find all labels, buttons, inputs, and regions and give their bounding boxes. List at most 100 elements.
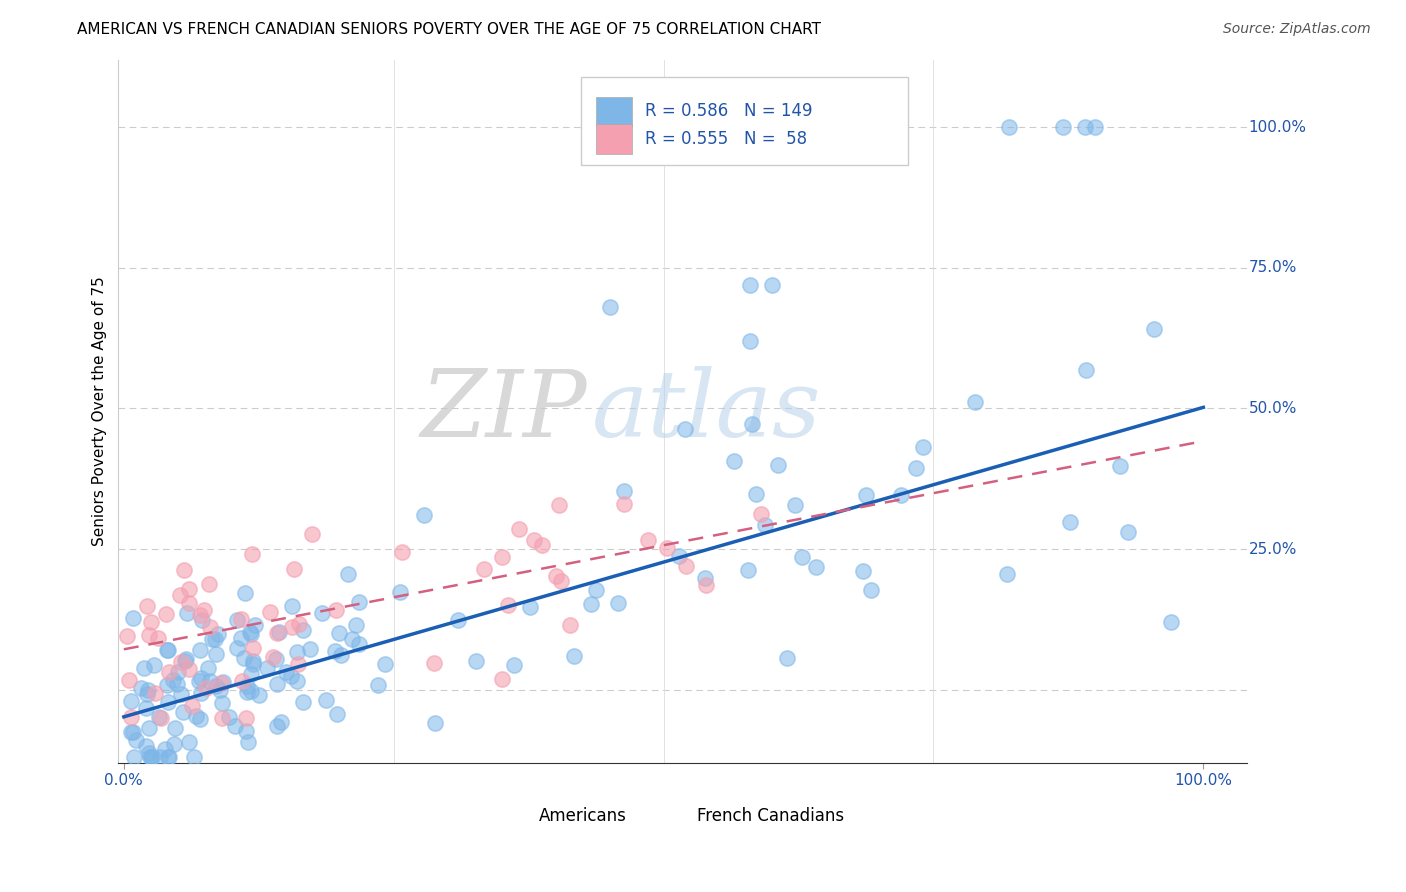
Point xyxy=(170,655,193,669)
Point xyxy=(776,651,799,665)
Point xyxy=(209,683,232,698)
Point xyxy=(135,701,157,715)
Point xyxy=(190,686,212,700)
Point xyxy=(169,687,191,701)
Point xyxy=(423,657,446,671)
Point xyxy=(599,300,621,314)
Point xyxy=(226,640,249,655)
Text: 100.0%: 100.0% xyxy=(1249,120,1306,135)
Point xyxy=(232,651,254,665)
Point xyxy=(1059,516,1081,530)
Point xyxy=(328,625,350,640)
Point xyxy=(315,692,337,706)
Point xyxy=(562,648,585,663)
Point xyxy=(1073,120,1095,135)
Point xyxy=(695,578,717,592)
Point xyxy=(157,750,180,764)
Point xyxy=(139,750,162,764)
Point xyxy=(391,544,413,558)
Point xyxy=(197,661,219,675)
Point xyxy=(157,695,180,709)
Point xyxy=(558,618,581,632)
Text: ZIP: ZIP xyxy=(420,367,586,457)
Point xyxy=(326,706,349,721)
Y-axis label: Seniors Poverty Over the Age of 75: Seniors Poverty Over the Age of 75 xyxy=(93,277,107,546)
Text: AMERICAN VS FRENCH CANADIAN SENIORS POVERTY OVER THE AGE OF 75 CORRELATION CHART: AMERICAN VS FRENCH CANADIAN SENIORS POVE… xyxy=(77,22,821,37)
Point xyxy=(474,561,496,575)
Point xyxy=(693,571,716,585)
Text: 25.0%: 25.0% xyxy=(1249,541,1298,557)
Point xyxy=(637,533,659,547)
Point xyxy=(336,566,359,581)
Point xyxy=(240,627,263,641)
Point xyxy=(198,577,221,591)
Point xyxy=(496,599,519,613)
Point xyxy=(191,613,214,627)
Text: 75.0%: 75.0% xyxy=(1249,260,1298,276)
Point xyxy=(135,599,157,613)
Point xyxy=(523,533,546,547)
Point xyxy=(266,677,288,691)
Point xyxy=(149,750,172,764)
Point xyxy=(264,652,287,666)
Point xyxy=(193,603,215,617)
Point xyxy=(754,518,776,533)
Point xyxy=(118,673,141,688)
Point xyxy=(138,722,160,736)
Point xyxy=(998,120,1021,135)
Point xyxy=(209,676,232,690)
Point xyxy=(340,632,363,647)
Point xyxy=(122,611,145,625)
Point xyxy=(270,714,292,729)
Point xyxy=(136,682,159,697)
Point xyxy=(367,678,389,692)
Point xyxy=(531,538,554,552)
Point xyxy=(131,681,153,696)
Point xyxy=(267,625,290,640)
Text: French Canadians: French Canadians xyxy=(697,806,844,825)
Point xyxy=(235,723,257,738)
Point xyxy=(613,497,636,511)
Point xyxy=(287,657,309,671)
Point xyxy=(266,626,288,640)
Point xyxy=(548,499,571,513)
Point xyxy=(606,596,628,610)
Point xyxy=(413,508,436,523)
Point xyxy=(211,696,233,710)
Point xyxy=(738,334,761,348)
Point xyxy=(198,673,221,688)
Point xyxy=(491,672,513,686)
Point xyxy=(1160,615,1182,630)
Point xyxy=(153,742,176,756)
Point xyxy=(737,563,759,577)
Point xyxy=(1116,525,1139,540)
Point xyxy=(136,687,159,701)
Point xyxy=(155,607,177,622)
Point xyxy=(143,686,166,700)
Point xyxy=(139,615,162,630)
Point xyxy=(745,487,768,501)
Point xyxy=(229,612,252,626)
Point xyxy=(239,624,262,639)
Point xyxy=(323,644,346,658)
Point xyxy=(859,582,882,597)
Point xyxy=(138,628,160,642)
Point xyxy=(141,750,163,764)
Point xyxy=(242,657,264,671)
Point xyxy=(266,719,288,733)
Point xyxy=(190,671,212,685)
Point xyxy=(177,582,200,596)
Point xyxy=(423,715,446,730)
Point xyxy=(240,547,263,561)
Point xyxy=(890,488,912,502)
Point xyxy=(280,669,302,683)
Point xyxy=(245,617,267,632)
Point xyxy=(205,679,228,693)
Point xyxy=(291,624,314,638)
Point xyxy=(242,654,264,668)
Point xyxy=(550,574,572,588)
Text: R = 0.555   N =  58: R = 0.555 N = 58 xyxy=(645,130,807,148)
Point xyxy=(503,657,526,672)
Point xyxy=(288,617,311,632)
Point xyxy=(668,549,690,564)
